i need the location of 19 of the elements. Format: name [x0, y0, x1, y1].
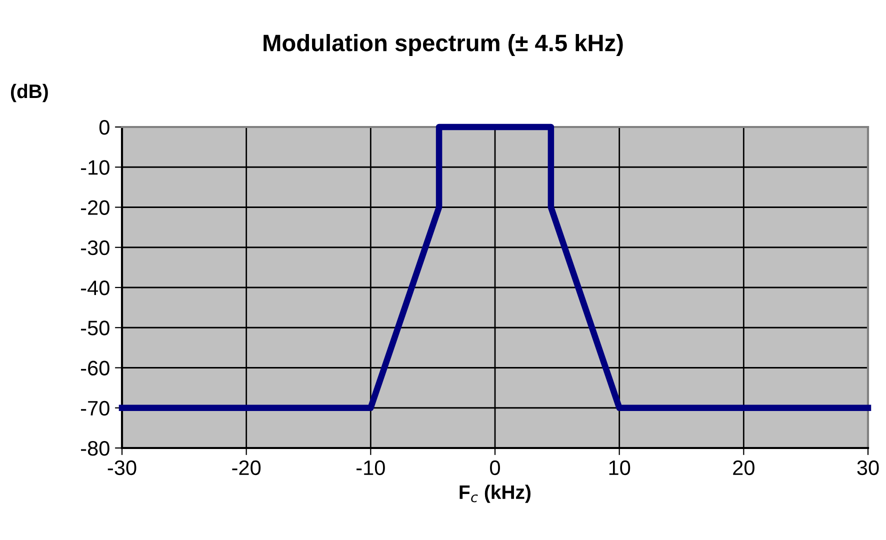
y-tick-label: -50 [81, 320, 110, 336]
y-tick-label: -40 [81, 280, 110, 296]
x-tick-label: -20 [232, 460, 261, 476]
chart-title: Modulation spectrum (± 4.5 kHz) [264, 34, 623, 56]
y-tick-label: -20 [81, 200, 110, 216]
y-tick-label: -10 [81, 160, 110, 175]
y-tick-label: -80 [81, 441, 110, 456]
y-tick-label: -60 [81, 360, 110, 376]
y-axis-title: (dB) [10, 84, 48, 102]
y-tick-label: -30 [81, 240, 110, 256]
y-tick-label: -70 [81, 400, 110, 416]
x-tick-label: 20 [733, 460, 754, 476]
x-tick-label: -30 [108, 460, 136, 476]
x-tick-label: 30 [857, 460, 879, 476]
y-tick-label: 0 [99, 120, 110, 135]
x-tick-label: 0 [490, 460, 500, 476]
x-axis-title: F$_{c}$ (kHz) [460, 484, 530, 503]
x-tick-label: 10 [609, 460, 630, 476]
x-tick-label: -10 [356, 460, 385, 476]
